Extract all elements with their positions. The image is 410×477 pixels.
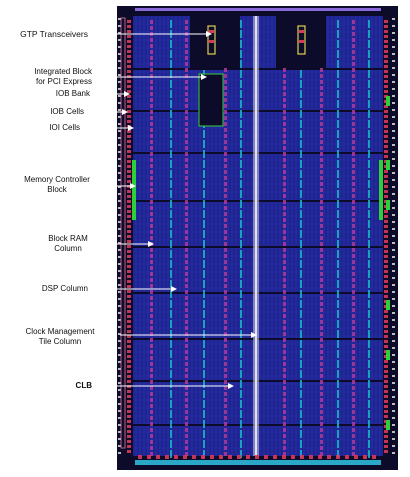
- label-iob-cells: IOB Cells: [50, 107, 84, 116]
- io-outline-box: [120, 17, 126, 449]
- bottom-pads: [138, 455, 376, 459]
- leader-arrowheads: [122, 31, 257, 389]
- label-clb: CLB: [75, 381, 92, 390]
- memory-controller-block-left: [132, 160, 136, 220]
- label-memory-controller-line2: Block: [47, 185, 67, 194]
- resource-columns: [118, 18, 395, 458]
- memory-controller-block-right: [379, 160, 383, 220]
- leader-lines: [82, 33, 255, 387]
- label-clock-mgmt-line1: Clock Management: [25, 327, 95, 336]
- top-pad-strip: [135, 8, 381, 11]
- label-memory-controller-line1: Memory Controller: [24, 175, 90, 184]
- gtp-transceiver-block-left: [207, 25, 216, 55]
- label-iob-bank: IOB Bank: [55, 89, 90, 98]
- bottom-pad-strip: [135, 460, 381, 465]
- gtp-transceiver-block-right: [297, 25, 306, 55]
- label-ioi-cells: IOI Cells: [49, 123, 80, 132]
- label-dsp-column: DSP Column: [41, 284, 88, 293]
- label-block-ram-line1: Block RAM: [48, 234, 88, 243]
- label-pci-express-line2: for PCI Express: [35, 77, 92, 86]
- pci-express-block: [198, 73, 224, 127]
- label-block-ram-line2: Column: [54, 244, 82, 253]
- label-pci-express-line1: Integrated Block: [34, 67, 92, 76]
- label-gtp-transceivers: GTP Transceivers: [20, 29, 88, 39]
- label-clock-mgmt-line2: Tile Column: [38, 337, 82, 346]
